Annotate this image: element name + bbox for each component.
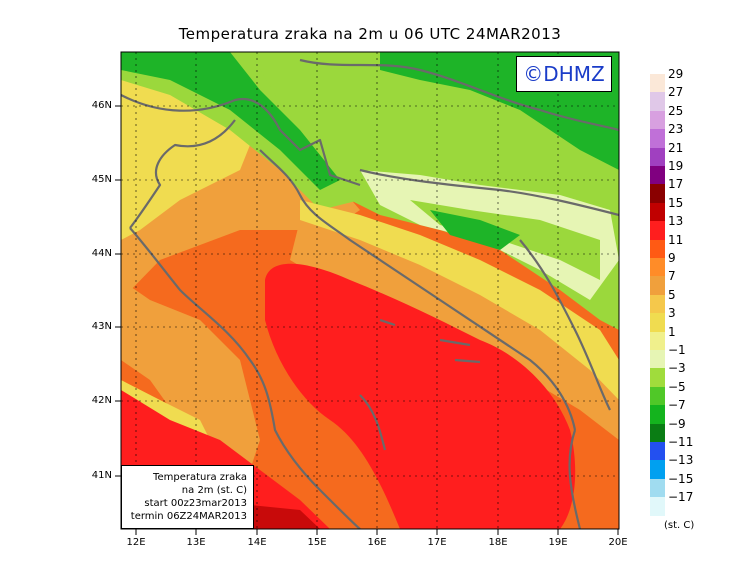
lon-label-20e: 20E	[608, 537, 628, 548]
info-line-4: termin 06Z24MAR2013	[130, 511, 247, 522]
lat-label-45n: 45N	[91, 174, 112, 185]
legend-swatch	[650, 350, 665, 369]
axis-ticks	[115, 105, 619, 535]
graticule	[121, 52, 619, 529]
legend-swatch	[650, 166, 665, 185]
legend-swatch	[650, 74, 665, 93]
lon-label-19e: 19E	[548, 537, 568, 548]
legend-label: 19	[668, 159, 684, 173]
field-lightorange-sea	[121, 280, 260, 470]
coastline-italy-north	[129, 119, 236, 229]
coastline-north	[121, 94, 361, 187]
legend-swatch	[650, 110, 665, 130]
legend-label: −13	[668, 453, 694, 468]
legend-label: 23	[668, 122, 684, 137]
legend-swatch	[650, 129, 665, 149]
info-line-1: Temperatura zraka	[153, 472, 247, 483]
lat-label-46n: 46N	[91, 100, 112, 111]
lat-label-43n: 43N	[91, 321, 112, 332]
info-line-3: start 00z23mar2013	[144, 498, 247, 509]
legend-label: 11	[668, 232, 684, 247]
legend-swatch	[650, 478, 665, 498]
lat-label-44n: 44N	[91, 248, 112, 259]
lon-label-17e: 17E	[427, 537, 447, 548]
info-box: Temperatura zraka na 2m (st. C) start 00…	[121, 465, 254, 529]
legend-label: 5	[668, 287, 676, 302]
dhmz-logo: ©DHMZ	[516, 56, 612, 92]
legend-label: −11	[668, 435, 694, 449]
lat-label-42n: 42N	[91, 395, 112, 406]
border-north	[299, 58, 619, 132]
legend-swatch	[650, 442, 665, 461]
legend-swatch	[650, 368, 665, 388]
legend-label: 25	[668, 103, 684, 118]
legend-unit: (st. C)	[664, 520, 695, 531]
coastline-albania	[568, 429, 582, 529]
lon-label-16e: 16E	[367, 537, 387, 548]
border-east	[519, 239, 611, 411]
legend-swatch	[650, 239, 665, 259]
legend-label: 9	[668, 251, 676, 265]
field-darkred-corner	[250, 505, 320, 529]
legend-label: −5	[668, 379, 686, 394]
legend-swatch	[650, 331, 665, 351]
legend-swatch	[650, 92, 665, 112]
border-sava	[359, 168, 619, 217]
map-title: Temperatura zraka na 2m u 06 UTC 24MAR20…	[178, 25, 562, 43]
lat-label-41n: 41N	[91, 470, 112, 481]
legend-label: 29	[668, 67, 684, 81]
legend-swatch	[650, 386, 665, 406]
legend-swatch	[650, 258, 665, 277]
field-lightgreen-north	[121, 52, 360, 210]
legend-swatch	[650, 497, 665, 517]
lon-label-18e: 18E	[488, 537, 508, 548]
lon-label-15e: 15E	[307, 537, 327, 548]
field-red-core	[265, 263, 576, 529]
legend-swatch	[650, 313, 665, 333]
legend-swatch	[650, 423, 665, 443]
legend-label: −15	[668, 471, 694, 486]
coastline-italy-east	[129, 227, 361, 529]
legend-label: −7	[668, 398, 686, 413]
coastline-croatia	[259, 149, 577, 431]
field-green-alps	[121, 52, 340, 190]
legend-label: −1	[668, 343, 686, 357]
lon-label-13e: 13E	[186, 537, 206, 548]
legend-label: 7	[668, 269, 676, 284]
legend-label: 21	[668, 140, 684, 155]
temperature-field	[121, 52, 619, 529]
legend-label: 15	[668, 195, 684, 210]
plot-frame	[120, 51, 620, 530]
legend-label: −17	[668, 490, 694, 505]
islands	[379, 318, 481, 364]
legend-label: 27	[668, 85, 684, 100]
legend-swatch	[650, 276, 665, 296]
legend-swatch	[650, 405, 665, 425]
legend-label: 13	[668, 214, 684, 229]
legend-label: −3	[668, 361, 686, 376]
coastline-gargano	[359, 394, 387, 451]
coastlines	[121, 58, 619, 529]
legend-label: 17	[668, 177, 684, 192]
lon-label-12e: 12E	[126, 537, 146, 548]
info-line-2: na 2m (st. C)	[181, 485, 247, 496]
legend-swatch	[650, 184, 665, 204]
legend-swatch	[650, 460, 665, 480]
field-green-spot	[430, 210, 520, 250]
legend-swatch	[650, 202, 665, 222]
legend-swatch	[650, 294, 665, 314]
legend-label: 1	[668, 324, 676, 339]
legend-swatch	[650, 221, 665, 241]
legend-swatch	[650, 147, 665, 167]
lon-label-14e: 14E	[247, 537, 267, 548]
legend-label: 3	[668, 306, 676, 321]
legend-label: −9	[668, 416, 686, 431]
